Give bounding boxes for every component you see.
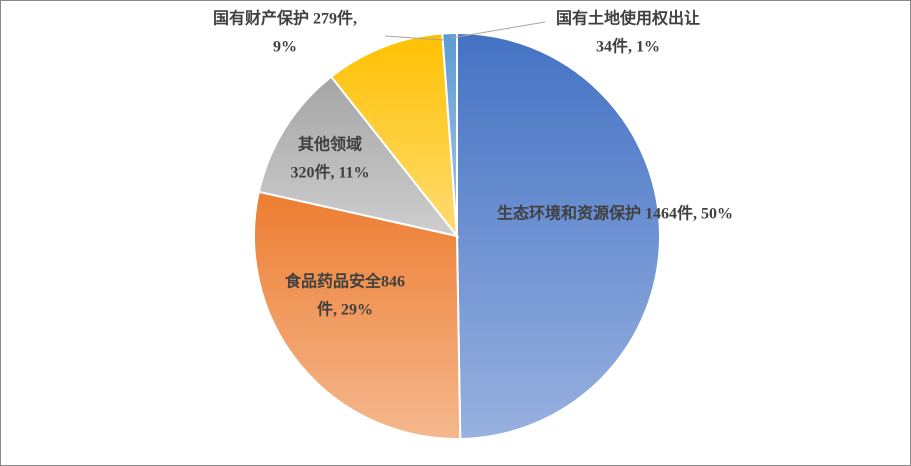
leader-line xyxy=(384,35,445,41)
slice-label: 国有土地使用权出让 xyxy=(556,9,700,28)
slice-label: 件, 29% xyxy=(317,300,373,319)
leader-line xyxy=(450,21,546,39)
pie-slice xyxy=(441,31,458,237)
pie-slice xyxy=(253,190,462,440)
slice-label: 34件, 1% xyxy=(596,37,660,56)
pie-slice xyxy=(257,75,460,238)
pie-slice xyxy=(456,31,661,440)
slice-label: 食品药品安全846 xyxy=(284,272,405,291)
slice-label: 生态环境和资源保护 1464件, 50% xyxy=(497,204,733,223)
pie-slice xyxy=(329,32,459,240)
slice-label: 其他领域 xyxy=(298,135,362,154)
slice-label: 国有财产保护 279件, xyxy=(213,9,357,28)
slice-label: 9% xyxy=(273,39,297,56)
slice-label: 320件, 11% xyxy=(290,163,369,182)
